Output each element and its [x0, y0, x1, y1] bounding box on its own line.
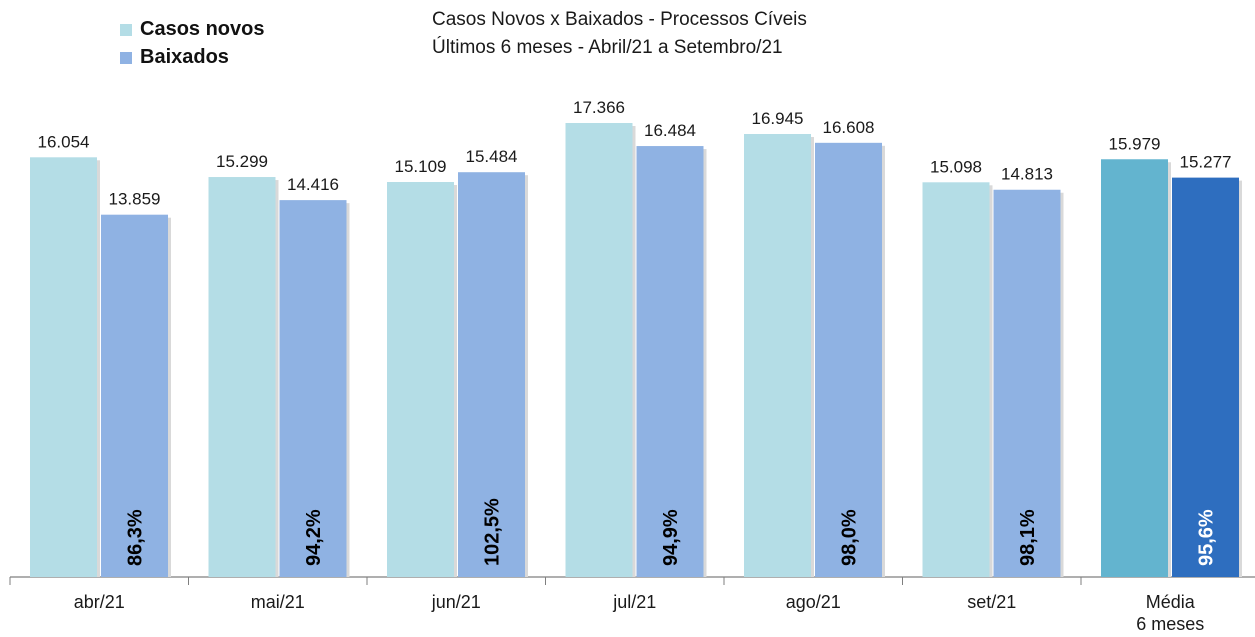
category-label-line: jun/21: [431, 592, 481, 612]
ratio-label: 86,3%: [125, 509, 147, 566]
chart-title: Casos Novos x Baixados - Processos Cívei…: [432, 9, 807, 30]
bar-casos-novos: [387, 182, 454, 578]
category-label: Média 6 meses: [1136, 592, 1204, 634]
category-label-line: set/21: [967, 592, 1016, 612]
category-label: abr/21: [74, 592, 125, 612]
ratio-label: 98,1%: [1017, 509, 1039, 566]
legend-item-casos-novos: Casos novos: [120, 18, 264, 41]
category-label: jul/21: [612, 592, 656, 612]
data-label-baixados: 13.859: [109, 190, 161, 209]
bar-casos-novos: [208, 177, 276, 577]
bar-casos-novos: [744, 134, 811, 577]
bar-casos-novos: [922, 182, 990, 577]
bar-casos-novos: [1101, 159, 1168, 578]
data-label-baixados: 15.277: [1180, 153, 1232, 172]
bar-baixados: [636, 146, 704, 577]
bar-baixados: [279, 200, 347, 578]
legend-swatch-baixados: [120, 51, 132, 64]
bar-baixados: [1172, 177, 1239, 578]
legend-swatch-casos-novos: [120, 23, 132, 36]
data-label-baixados: 16.484: [644, 121, 696, 140]
data-label-baixados: 14.813: [1001, 165, 1053, 184]
data-label-casos-novos: 15.109: [395, 157, 447, 176]
data-label-casos-novos: 17.366: [573, 98, 625, 117]
chart-subtitle: Últimos 6 meses - Abril/21 a Setembro/21: [432, 37, 783, 58]
bar-casos-novos: [565, 123, 633, 577]
ratio-label: 98,0%: [839, 509, 861, 566]
data-label-casos-novos: 15.979: [1109, 134, 1161, 153]
bar-baixados: [458, 172, 525, 577]
category-label: ago/21: [786, 592, 841, 612]
legend-item-baixados: Baixados: [120, 46, 229, 69]
category-label-line: mai/21: [251, 592, 305, 612]
data-label-casos-novos: 16.945: [752, 109, 804, 128]
category-label: jun/21: [431, 592, 481, 612]
bar-casos-novos: [30, 157, 97, 577]
ratio-label: 94,9%: [660, 509, 682, 566]
category-label: set/21: [967, 592, 1016, 612]
bar-baixados: [993, 189, 1061, 578]
category-label-line: ago/21: [786, 592, 841, 612]
bar-baixados: [815, 142, 882, 578]
data-label-casos-novos: 15.299: [216, 152, 268, 171]
ratio-label: 95,6%: [1196, 509, 1218, 566]
legend-label-casos-novos: Casos novos: [140, 18, 265, 40]
data-label-casos-novos: 15.098: [930, 157, 982, 176]
bar-baixados: [101, 214, 168, 577]
category-label-line: jul/21: [612, 592, 656, 612]
ratio-label: 102,5%: [482, 498, 504, 566]
category-label-line: Média: [1146, 592, 1196, 612]
data-label-baixados: 14.416: [287, 175, 339, 194]
category-label-line: 6 meses: [1136, 614, 1204, 634]
legend-label-baixados: Baixados: [140, 46, 229, 68]
category-label-line: abr/21: [74, 592, 125, 612]
ratio-label: 94,2%: [303, 509, 325, 566]
data-label-casos-novos: 16.054: [38, 132, 90, 151]
category-label: mai/21: [251, 592, 305, 612]
data-label-baixados: 16.608: [823, 118, 875, 137]
data-label-baixados: 15.484: [466, 147, 518, 166]
